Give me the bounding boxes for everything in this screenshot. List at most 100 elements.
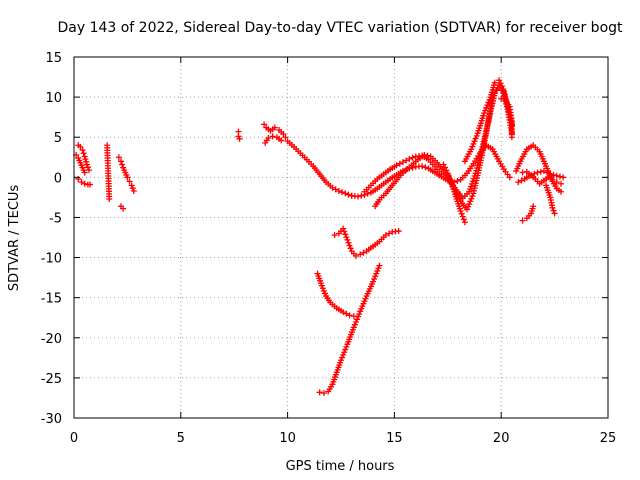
- data-point: [352, 319, 359, 326]
- series-arc-e: [115, 154, 137, 194]
- data-point: [484, 102, 491, 109]
- data-point: [403, 166, 410, 173]
- data-point: [382, 232, 389, 239]
- data-point: [376, 262, 383, 269]
- data-point: [553, 179, 560, 186]
- data-point: [393, 162, 400, 169]
- data-point: [84, 164, 91, 171]
- series-arc-y: [331, 225, 402, 259]
- data-point: [356, 310, 363, 317]
- data-point: [340, 309, 347, 316]
- data-point: [83, 161, 90, 168]
- data-point: [120, 205, 127, 212]
- data-point: [278, 137, 285, 144]
- data-point: [355, 313, 362, 320]
- y-tick-label: 15: [45, 51, 62, 66]
- x-tick-label: 25: [600, 431, 617, 446]
- data-point: [345, 191, 352, 198]
- data-point: [519, 169, 526, 176]
- data-layer: [73, 77, 567, 397]
- data-point: [558, 188, 565, 195]
- series-arc-q: [498, 95, 515, 141]
- data-point: [399, 159, 406, 166]
- x-tick-label: 15: [386, 431, 403, 446]
- data-point: [106, 195, 113, 202]
- data-point: [485, 99, 492, 106]
- data-point: [487, 106, 494, 113]
- y-tick-label: -25: [41, 372, 62, 387]
- data-point: [364, 190, 371, 197]
- data-point: [560, 174, 567, 181]
- data-point: [346, 312, 353, 319]
- x-tick-label: 5: [177, 431, 185, 446]
- data-point: [342, 346, 349, 353]
- data-point: [271, 124, 278, 131]
- x-tick-label: 10: [279, 431, 296, 446]
- data-point: [549, 204, 556, 211]
- data-point: [371, 275, 378, 282]
- series-arc-g: [235, 128, 243, 142]
- y-tick-label: -15: [41, 292, 62, 307]
- data-point: [549, 176, 556, 183]
- data-point: [340, 351, 347, 358]
- data-point: [558, 180, 565, 187]
- data-point: [329, 184, 336, 191]
- data-point: [469, 143, 476, 150]
- data-point: [551, 210, 558, 217]
- data-point: [486, 96, 493, 103]
- data-point: [464, 206, 471, 213]
- series-arc-w: [314, 270, 357, 320]
- x-tick-label: 20: [493, 431, 510, 446]
- data-point: [457, 208, 464, 215]
- series-arc-f: [117, 203, 127, 212]
- series-arc-h: [261, 121, 289, 141]
- data-point: [498, 95, 505, 102]
- data-point: [481, 110, 488, 117]
- tick-layer: 0 5 10 15 20 25 15 10 5 0 -5 -10 -15 -20 -25 -30: [41, 51, 617, 446]
- data-point: [78, 179, 85, 186]
- data-point: [331, 232, 338, 239]
- data-point: [342, 190, 349, 197]
- data-point: [531, 170, 538, 177]
- data-point: [341, 228, 348, 235]
- data-point: [468, 195, 475, 202]
- data-point: [332, 186, 339, 193]
- chart-title: Day 143 of 2022, Sidereal Day-to-day VTE…: [57, 20, 623, 36]
- data-point: [556, 173, 563, 180]
- data-point: [545, 174, 552, 181]
- series-arc-t: [519, 168, 565, 187]
- data-point: [79, 147, 86, 154]
- data-point: [355, 193, 362, 200]
- data-point: [269, 133, 276, 140]
- data-point: [537, 168, 544, 175]
- data-point: [491, 79, 498, 86]
- data-point: [370, 278, 377, 285]
- data-point: [465, 203, 472, 210]
- data-point: [421, 151, 428, 158]
- data-point: [396, 160, 403, 167]
- data-point: [471, 138, 478, 145]
- data-point: [129, 185, 136, 192]
- data-point: [547, 171, 554, 178]
- data-point: [458, 210, 465, 217]
- data-point: [128, 182, 135, 189]
- series-arc-v: [543, 182, 558, 217]
- series-arc-i: [262, 133, 285, 146]
- data-point: [374, 267, 381, 274]
- data-point: [500, 86, 507, 93]
- data-point: [117, 158, 124, 165]
- data-point: [501, 88, 508, 95]
- data-point: [372, 273, 379, 280]
- y-tick-label: -30: [41, 412, 62, 427]
- data-point: [126, 178, 133, 185]
- data-point: [550, 171, 557, 178]
- data-point: [316, 389, 323, 396]
- data-point: [360, 249, 367, 256]
- data-point: [358, 192, 365, 199]
- data-point: [488, 100, 495, 107]
- data-point: [119, 161, 126, 168]
- data-point: [459, 213, 466, 220]
- data-point: [352, 252, 359, 259]
- series-arc-x: [316, 262, 383, 397]
